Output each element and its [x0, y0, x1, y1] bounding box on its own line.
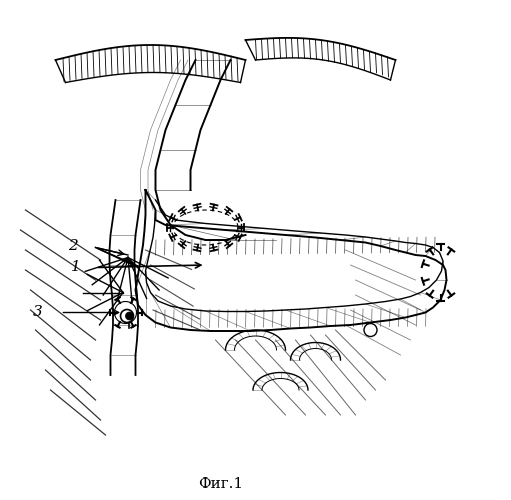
Circle shape — [364, 324, 377, 336]
Text: 3: 3 — [33, 306, 43, 320]
Circle shape — [121, 310, 133, 322]
Circle shape — [126, 312, 133, 320]
Text: Фиг.1: Фиг.1 — [198, 477, 243, 491]
Text: 1: 1 — [71, 260, 80, 274]
Text: 2: 2 — [68, 240, 78, 254]
